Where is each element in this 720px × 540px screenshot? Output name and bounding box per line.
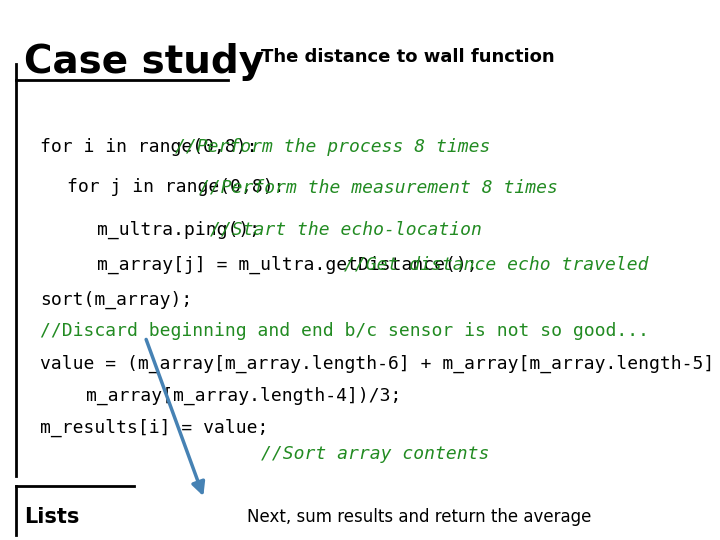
Text: //Discard beginning and end b/c sensor is not so good...: //Discard beginning and end b/c sensor i… <box>40 322 649 340</box>
Text: for i in range(0,8):: for i in range(0,8): <box>40 138 258 156</box>
Text: m_ultra.ping();: m_ultra.ping(); <box>96 221 260 239</box>
Text: for j in range(0,8):: for j in range(0,8): <box>67 178 285 196</box>
Text: m_array[j] = m_ultra.getDistance();: m_array[j] = m_ultra.getDistance(); <box>96 255 477 274</box>
Text: value = (m_array[m_array.length-6] + m_array[m_array.length-5] +: value = (m_array[m_array.length-6] + m_a… <box>40 354 720 373</box>
Text: sort(m_array);: sort(m_array); <box>40 291 193 308</box>
Text: //Perform the measurement 8 times: //Perform the measurement 8 times <box>199 178 558 196</box>
Text: Next, sum results and return the average: Next, sum results and return the average <box>247 508 592 526</box>
Text: m_results[i] = value;: m_results[i] = value; <box>40 418 269 437</box>
Text: //Sort array contents: //Sort array contents <box>261 446 489 463</box>
Text: Case study: Case study <box>24 43 264 81</box>
Text: Lists: Lists <box>24 507 80 527</box>
Text: //Perform the process 8 times: //Perform the process 8 times <box>175 138 490 156</box>
Text: The distance to wall function: The distance to wall function <box>261 48 554 66</box>
Text: //Get distance echo traveled: //Get distance echo traveled <box>344 255 649 274</box>
Text: //Start the echo-location: //Start the echo-location <box>210 221 482 239</box>
Text: m_array[m_array.length-4])/3;: m_array[m_array.length-4])/3; <box>86 387 402 404</box>
